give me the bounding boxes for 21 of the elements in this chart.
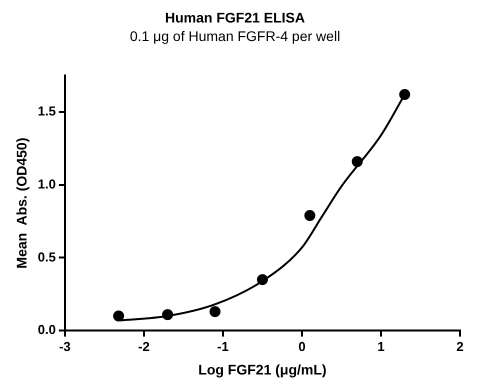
x-tick-label: 1 (377, 338, 385, 354)
point (162, 309, 174, 320)
y-tick-label: 0.0 (38, 322, 56, 338)
x-tick-label: -2 (138, 338, 150, 354)
point (399, 89, 410, 100)
y-axis-title: Mean Abs. (OD450) (13, 138, 30, 269)
y-tick-label: 1.5 (38, 104, 56, 119)
y-tick-label: 1.0 (38, 176, 56, 192)
y-tick-label: 0.5 (38, 249, 56, 264)
point (113, 310, 124, 322)
point (304, 210, 316, 221)
point (352, 156, 363, 168)
x-tick-label: -1 (217, 338, 229, 354)
point (256, 274, 268, 286)
chart-title: Human FGF21 ELISA (164, 9, 306, 26)
chart-subtitle: 0.1 μg of Human FGFR-4 per well (130, 28, 340, 44)
x-tick-label: 0 (298, 338, 306, 354)
x-tick-label: -3 (59, 338, 71, 354)
point (210, 306, 221, 318)
x-tick-label: 2 (456, 338, 464, 354)
x-axis-title: Log FGF21 (μg/mL) (198, 361, 327, 378)
